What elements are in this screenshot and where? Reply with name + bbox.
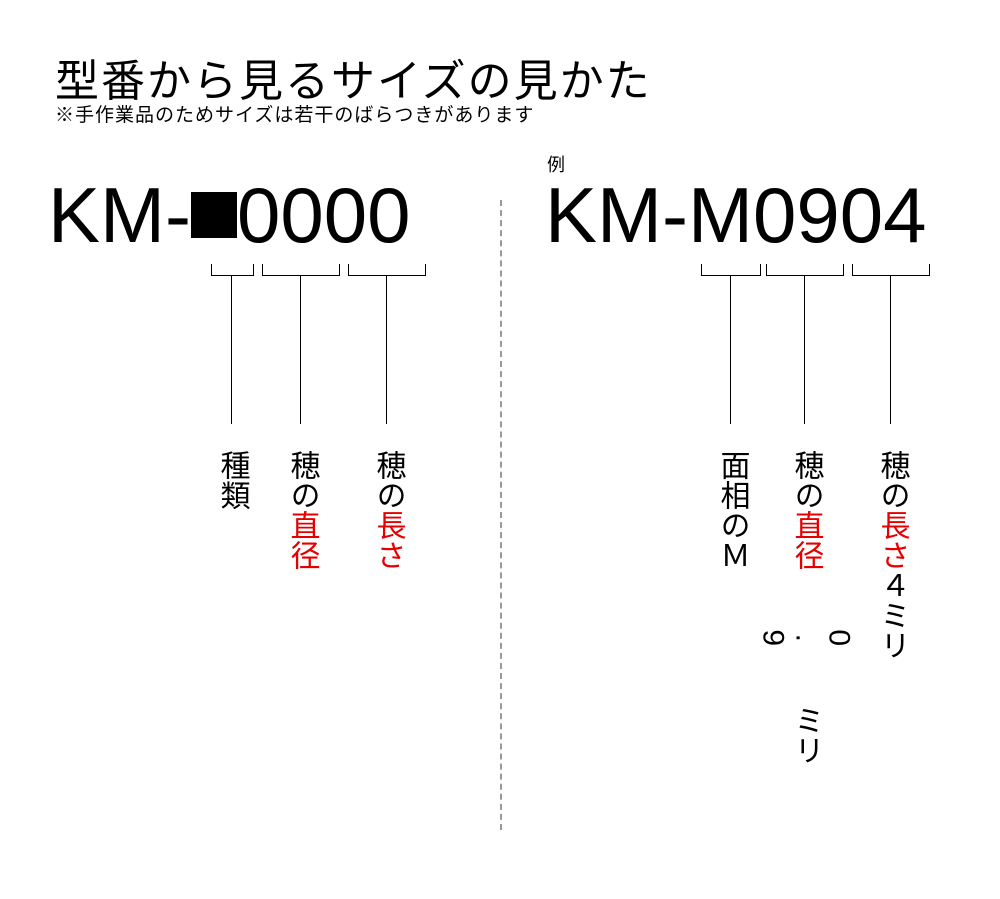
bracket-stem	[890, 276, 891, 424]
label-segment: 長さ	[372, 510, 405, 570]
code-digits: 0000	[237, 171, 411, 259]
bracket	[211, 264, 254, 276]
bracket-stem	[804, 276, 805, 424]
bracket-label: 穂の直径0.9ミリ	[790, 450, 822, 765]
label-segment: 穂の	[372, 450, 405, 510]
label-segment: 長さ	[876, 510, 909, 570]
label-segment: 直径	[286, 510, 319, 570]
diagram-subtitle: ※手作業品のためサイズは若干のばらつきがあります	[55, 100, 534, 127]
label-segment: 穂の	[790, 450, 823, 510]
bracket-stem	[300, 276, 301, 424]
code-template: KM- 0000	[48, 170, 411, 261]
bracket-label: 面相のＭ	[716, 450, 748, 570]
bracket-label: 穂の直径	[286, 450, 318, 570]
label-segment: 面相のＭ	[716, 450, 749, 570]
bracket-label: 穂の長さ４ミリ	[876, 450, 908, 660]
bracket	[766, 264, 844, 276]
code-prefix: KM-	[48, 171, 191, 259]
center-divider	[500, 200, 502, 830]
bracket	[701, 264, 761, 276]
label-segment: ４ミリ	[876, 570, 909, 660]
bracket	[348, 264, 426, 276]
bracket	[262, 264, 340, 276]
bracket-label: 種類	[216, 450, 248, 510]
label-segment: 種類	[216, 450, 249, 510]
label-segment: 穂の	[876, 450, 909, 510]
bracket	[852, 264, 930, 276]
label-segment: 0.9	[756, 622, 855, 654]
label-segment: 穂の	[286, 450, 319, 510]
bracket-label: 穂の長さ	[372, 450, 404, 570]
code-example: KM-M0904	[545, 170, 926, 261]
placeholder-square-icon	[191, 192, 237, 238]
bracket-stem	[730, 276, 731, 424]
bracket-stem	[231, 276, 232, 424]
label-segment: 直径	[790, 510, 823, 570]
label-segment: ミリ	[790, 705, 823, 765]
bracket-stem	[386, 276, 387, 424]
